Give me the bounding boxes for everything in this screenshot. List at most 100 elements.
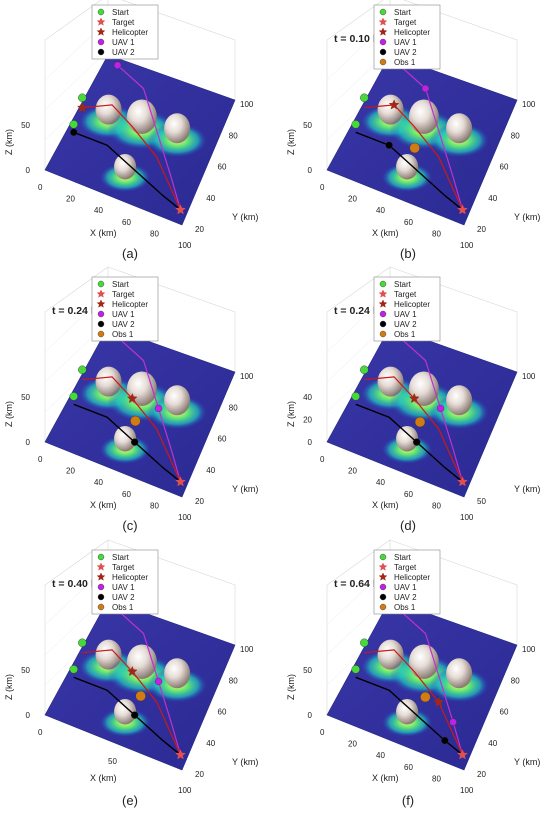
start-marker: [78, 638, 87, 647]
x-tick-label: 40: [376, 206, 385, 215]
helicopter-marker: [433, 696, 445, 707]
legend-target-label: Target: [112, 290, 135, 299]
x-tick-label: 0: [38, 728, 43, 737]
legend-start-icon: [379, 553, 387, 561]
x-tick-label: 20: [66, 195, 75, 204]
y-axis-label: Y (km): [514, 757, 540, 767]
x-tick-label: 40: [376, 751, 385, 760]
uav2-marker: [131, 711, 139, 719]
uav1-marker: [449, 718, 457, 726]
panel-caption: (c): [122, 518, 137, 533]
hill-peak: [396, 425, 419, 452]
hill-peak: [95, 639, 122, 670]
legend-start-icon: [379, 8, 387, 16]
legend-uav1-icon: [379, 38, 387, 46]
legend-uav1-label: UAV 1: [394, 583, 417, 592]
hill-peak: [446, 658, 473, 689]
legend-helicopter-label: Helicopter: [394, 573, 430, 582]
x-tick-label: 60: [404, 218, 413, 227]
uav2-path: [355, 676, 463, 756]
legend-helicopter-icon: [96, 27, 106, 36]
hill-peak: [114, 153, 137, 180]
target-marker: [457, 204, 468, 215]
x-tick-label: 100: [178, 241, 192, 250]
hill-peak: [377, 94, 404, 125]
z-tick-label: 50: [303, 666, 312, 675]
legend-target-label: Target: [394, 18, 417, 27]
uav2-path: [355, 131, 463, 211]
x-tick-label: 40: [94, 206, 103, 215]
target-marker: [457, 749, 468, 760]
legend-start-icon: [97, 553, 105, 561]
z-axis-label: Z (km): [286, 674, 296, 700]
target-marker: [175, 749, 186, 760]
legend-uav2-icon: [97, 320, 105, 328]
legend-obs1-label: Obs 1: [394, 603, 416, 612]
legend-uav1-icon: [379, 583, 387, 591]
obs1-marker: [135, 690, 146, 702]
legend-start-label: Start: [112, 553, 130, 562]
legend-target-label: Target: [394, 290, 417, 299]
legend-target-icon: [378, 289, 388, 298]
uav2-path: [73, 131, 181, 211]
legend-obs1-label: Obs 1: [394, 330, 416, 339]
y-tick-label: 100: [240, 100, 254, 109]
start-marker: [69, 120, 78, 129]
x-tick-label: 20: [348, 195, 357, 204]
z-tick-label: 0: [308, 711, 313, 720]
hill-peak: [396, 698, 419, 725]
legend-obs1-label: Obs 1: [112, 603, 134, 612]
time-label: t = 0.10 h: [334, 33, 379, 45]
x-tick-label: 40: [94, 478, 103, 487]
time-label: t = 0.24 h: [52, 305, 97, 317]
uav1-marker: [436, 404, 445, 413]
y-tick-label: 60: [500, 708, 509, 717]
y-tick-label: 80: [229, 403, 238, 412]
x-tick-label: 60: [404, 763, 413, 772]
time-label: t = 0.24 h: [334, 305, 379, 317]
x-tick-label: 0: [320, 728, 325, 737]
x-tick-label: 80: [150, 501, 159, 510]
legend-start-icon: [97, 280, 105, 288]
legend-helicopter-icon: [378, 572, 388, 581]
x-tick-label: 0: [38, 455, 43, 464]
hill-peak: [377, 639, 404, 670]
x-tick-label: 20: [348, 740, 357, 749]
z-axis-label: Z (km): [286, 129, 296, 155]
x-tick-label: 0: [320, 455, 325, 464]
y-axis-label: Y (km): [514, 212, 540, 222]
legend-obs1-icon: [379, 603, 387, 611]
legend-target-label: Target: [394, 563, 417, 572]
y-tick-label: 60: [218, 435, 227, 444]
legend-helicopter-icon: [378, 27, 388, 36]
legend-uav2-label: UAV 2: [394, 48, 417, 57]
x-tick-label: 100: [178, 513, 192, 522]
legend-obs1-label: Obs 1: [112, 330, 134, 339]
legend-start-icon: [379, 280, 387, 288]
y-tick-label: 20: [195, 225, 204, 234]
legend-start-label: Start: [394, 280, 412, 289]
legend-obs1-icon: [379, 58, 387, 66]
y-tick-label: 100: [522, 645, 536, 654]
y-tick-label: 60: [218, 708, 227, 717]
legend-obs1-icon: [97, 603, 105, 611]
helicopter-path: [82, 104, 182, 211]
hill-peak: [164, 385, 191, 416]
uav1-marker: [154, 404, 163, 413]
legend-start-icon: [97, 8, 105, 16]
legend-target-icon: [96, 289, 106, 298]
hill-peak: [164, 658, 191, 689]
z-axis-label: Z (km): [4, 129, 14, 155]
y-tick-label: 40: [206, 194, 215, 203]
start-marker: [360, 365, 369, 374]
legend-start-label: Start: [394, 8, 412, 17]
uav1-marker: [154, 677, 163, 686]
y-tick-label: 80: [229, 131, 238, 140]
x-tick-label: 40: [376, 478, 385, 487]
target-marker: [175, 204, 186, 215]
legend-uav2-icon: [379, 48, 387, 56]
